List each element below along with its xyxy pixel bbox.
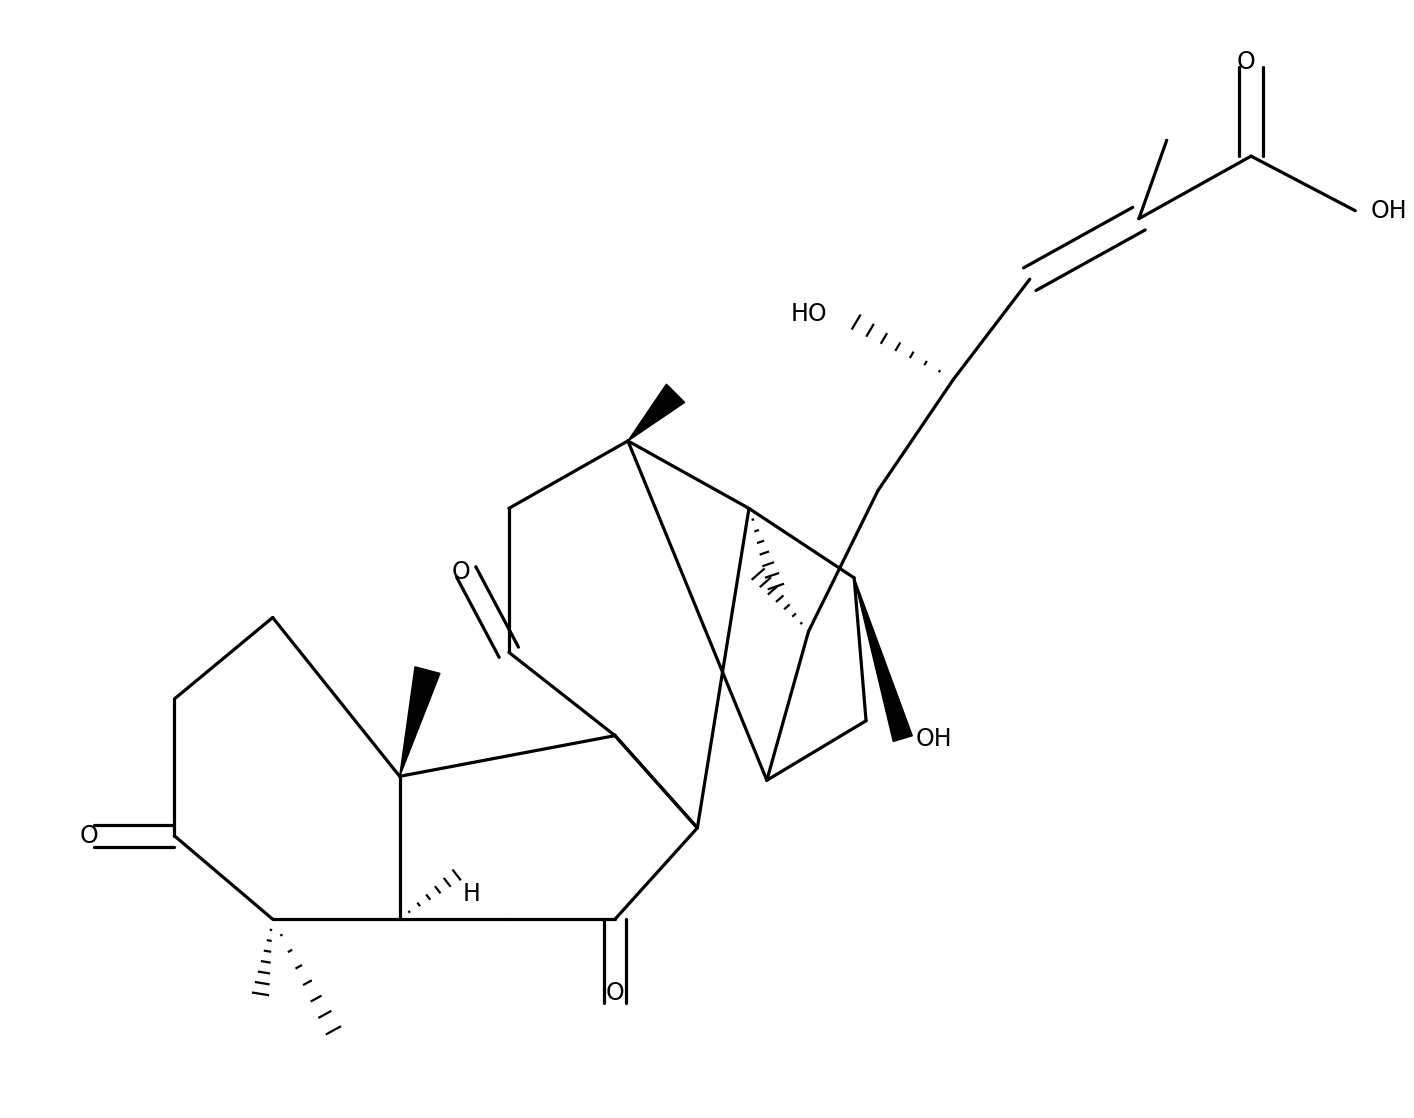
Text: OH: OH	[1370, 199, 1407, 222]
Polygon shape	[400, 666, 440, 776]
Text: HO: HO	[790, 302, 827, 326]
Text: O: O	[605, 980, 625, 1005]
Text: O: O	[1237, 50, 1256, 74]
Text: OH: OH	[916, 727, 952, 750]
Text: H: H	[462, 882, 481, 907]
Polygon shape	[628, 385, 684, 440]
Polygon shape	[854, 578, 912, 741]
Text: O: O	[79, 824, 99, 847]
Text: O: O	[452, 560, 471, 584]
